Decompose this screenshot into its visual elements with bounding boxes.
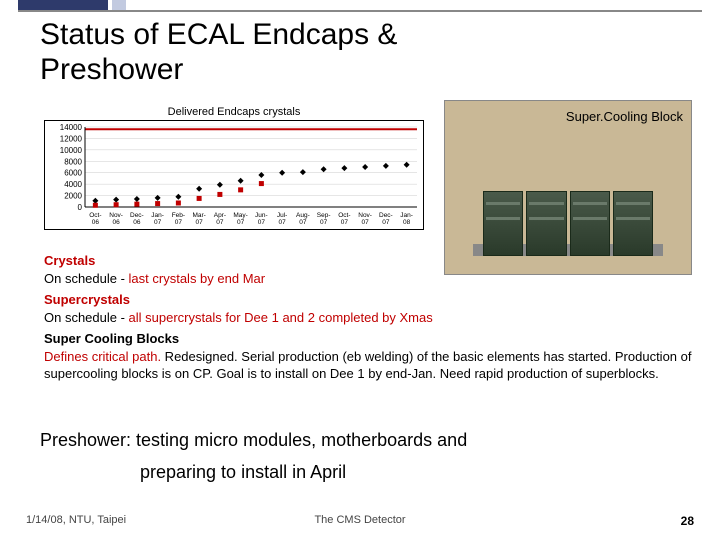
svg-text:Oct-: Oct-	[89, 212, 101, 219]
footer-title: The CMS Detector	[314, 514, 405, 526]
page-title: Status of ECAL Endcaps & Preshower	[40, 18, 397, 87]
svg-text:06: 06	[133, 219, 141, 226]
svg-text:07: 07	[154, 219, 162, 226]
supercrystals-header: Supercrystals	[44, 291, 692, 309]
preshower-line2: preparing to install in April	[140, 462, 346, 483]
accent-bar-small	[112, 0, 126, 10]
page-number: 28	[681, 514, 694, 528]
supercrystals-text: On schedule - all supercrystals for Dee …	[44, 309, 692, 327]
svg-text:Oct-: Oct-	[338, 212, 350, 219]
svg-text:07: 07	[216, 219, 224, 226]
svg-text:07: 07	[175, 219, 183, 226]
cooling-text: Defines critical path. Redesigned. Seria…	[44, 348, 692, 383]
chart-plot: 02000400060008000100001200014000Oct-06No…	[44, 120, 424, 230]
svg-text:07: 07	[341, 219, 349, 226]
svg-text:Jan-: Jan-	[400, 212, 413, 219]
title-line1: Status of ECAL Endcaps &	[40, 18, 397, 53]
photo-label: Super.Cooling Block	[566, 109, 683, 124]
hw-block	[526, 191, 566, 256]
footer: 1/14/08, NTU, Taipei The CMS Detector 28	[0, 514, 720, 528]
svg-text:Mar-: Mar-	[192, 212, 205, 219]
svg-text:6000: 6000	[64, 169, 82, 178]
svg-text:06: 06	[113, 219, 121, 226]
crystals-text: On schedule - last crystals by end Mar	[44, 270, 692, 288]
crystals-prefix: On schedule -	[44, 271, 129, 286]
supercrystals-prefix: On schedule -	[44, 310, 129, 325]
crystals-header: Crystals	[44, 252, 692, 270]
svg-text:Aug-: Aug-	[296, 212, 310, 219]
svg-text:07: 07	[258, 219, 266, 226]
top-divider	[18, 10, 702, 12]
svg-text:0: 0	[78, 203, 83, 212]
svg-text:07: 07	[299, 219, 307, 226]
svg-text:10000: 10000	[60, 146, 83, 155]
crystals-chart: Delivered Endcaps crystals 0 2000 4000 6000…	[44, 106, 424, 236]
svg-text:07: 07	[279, 219, 287, 226]
svg-text:Nov-: Nov-	[358, 212, 372, 219]
svg-text:2000: 2000	[64, 192, 82, 201]
svg-text:07: 07	[320, 219, 328, 226]
svg-text:14000: 14000	[60, 123, 83, 132]
svg-text:Jul-: Jul-	[277, 212, 287, 219]
svg-text:Nov-: Nov-	[109, 212, 123, 219]
chart-title: Delivered Endcaps crystals	[44, 106, 424, 118]
hardware-illustration	[483, 181, 653, 256]
footer-date: 1/14/08, NTU, Taipei	[26, 514, 126, 528]
svg-text:07: 07	[237, 219, 245, 226]
preshower-line1: Preshower: testing micro modules, mother…	[40, 430, 467, 451]
cooling-highlight: Defines critical path.	[44, 349, 161, 364]
svg-text:Apr-: Apr-	[214, 212, 226, 219]
svg-text:May-: May-	[233, 212, 247, 219]
svg-text:Dec-: Dec-	[379, 212, 393, 219]
svg-text:08: 08	[403, 219, 411, 226]
svg-text:06: 06	[92, 219, 100, 226]
status-sections: Crystals On schedule - last crystals by …	[44, 248, 692, 383]
svg-text:4000: 4000	[64, 180, 82, 189]
crystals-highlight: last crystals by end Mar	[129, 271, 266, 286]
svg-text:07: 07	[382, 219, 390, 226]
svg-text:Feb-: Feb-	[172, 212, 185, 219]
svg-text:Jun-: Jun-	[255, 212, 268, 219]
title-line2: Preshower	[40, 53, 397, 88]
accent-bar	[18, 0, 108, 10]
cooling-header: Super Cooling Blocks	[44, 330, 692, 348]
hw-block	[613, 191, 653, 256]
svg-text:12000: 12000	[60, 134, 83, 143]
svg-text:8000: 8000	[64, 157, 82, 166]
svg-text:Sep-: Sep-	[317, 212, 331, 219]
svg-text:Dec-: Dec-	[130, 212, 144, 219]
svg-text:Jan-: Jan-	[151, 212, 164, 219]
supercrystals-highlight: all supercrystals for Dee 1 and 2 comple…	[129, 310, 433, 325]
svg-text:07: 07	[196, 219, 204, 226]
hw-block	[483, 191, 523, 256]
hw-block	[570, 191, 610, 256]
svg-text:07: 07	[362, 219, 370, 226]
